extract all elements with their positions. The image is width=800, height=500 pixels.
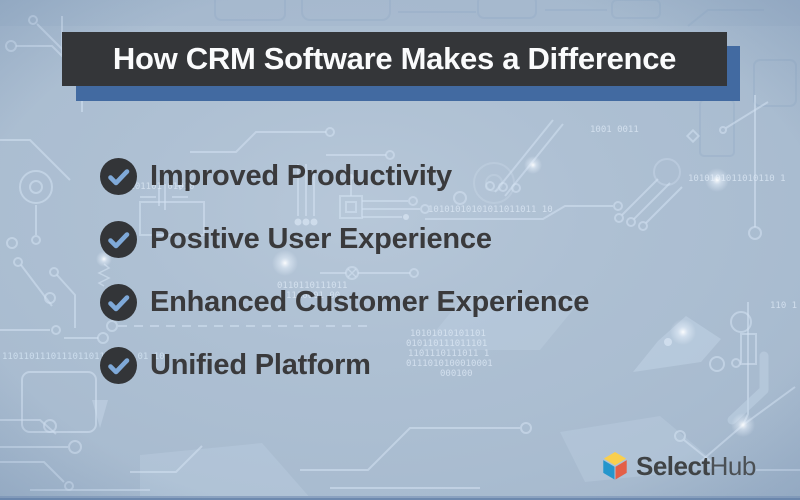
checkmark-icon <box>100 221 137 258</box>
checklist-item: Unified Platform <box>100 347 589 384</box>
selecthub-cube-icon <box>603 452 627 480</box>
page-title: How CRM Software Makes a Difference <box>112 41 677 76</box>
checklist-item-label: Improved Productivity <box>150 160 452 192</box>
logo-wordmark: SelectHub <box>636 451 756 482</box>
checklist-item: Enhanced Customer Experience <box>100 284 589 321</box>
checkmark-icon <box>100 284 137 321</box>
checklist-item-label: Enhanced Customer Experience <box>150 286 590 318</box>
checklist-item: Improved Productivity <box>100 158 589 195</box>
logo-text-select: Select <box>636 450 710 481</box>
selecthub-logo: SelectHub <box>602 451 756 481</box>
checklist-item-label: Positive User Experience <box>150 223 492 255</box>
checkmark-icon <box>100 347 137 384</box>
logo-text-hub: Hub <box>709 450 757 481</box>
title-banner: How CRM Software Makes a Difference <box>62 32 727 86</box>
checklist-item-label: Unified Platform <box>150 349 371 381</box>
checklist-item: Positive User Experience <box>100 221 589 258</box>
checklist: Improved Productivity Positive User Expe… <box>100 158 589 410</box>
checkmark-icon <box>100 158 137 195</box>
